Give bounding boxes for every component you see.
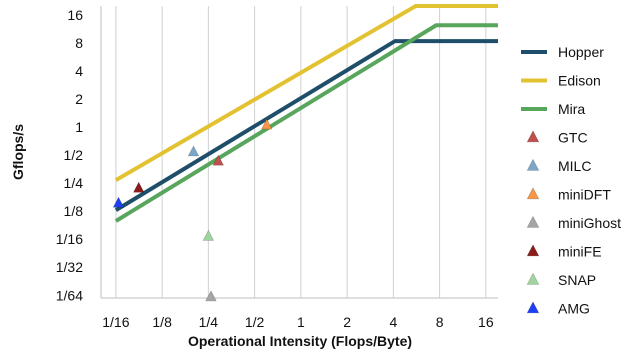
x-tick-labels: 1/16 1/8 1/4 1/2 1 2 4 8 16 <box>102 314 494 330</box>
legend-label-amg: AMG <box>558 301 590 317</box>
x-tick-1: 1 <box>297 314 305 330</box>
x-axis-label: Operational Intensity (Flops/Byte) <box>188 333 412 349</box>
x-tick-1-8: 1/8 <box>152 314 172 330</box>
x-tick-1-4: 1/4 <box>199 314 219 330</box>
y-tick-1-32: 1/32 <box>56 259 83 275</box>
point-milc <box>187 145 200 157</box>
legend-label-mira: Mira <box>558 101 585 117</box>
point-snap <box>202 229 215 241</box>
x-tick-2: 2 <box>343 314 351 330</box>
x-tick-4: 4 <box>389 314 397 330</box>
x-tick-1-16: 1/16 <box>102 314 129 330</box>
y-tick-1-64: 1/64 <box>56 287 83 303</box>
legend-marker-minife <box>526 244 540 257</box>
point-gtc <box>212 154 224 166</box>
legend-marker-minighost <box>526 215 540 228</box>
legend-marker-milc <box>526 158 540 171</box>
series-line-mira <box>114 23 498 223</box>
legend-marker-minidft <box>526 187 540 200</box>
y-tick-1-4: 1/4 <box>64 175 84 191</box>
legend-marker-gtc <box>526 130 540 143</box>
legend-marker-amg <box>526 301 540 314</box>
y-tick-1-16: 1/16 <box>56 231 83 247</box>
y-tick-8: 8 <box>75 35 83 51</box>
legend-label-minighost: miniGhost <box>558 215 621 231</box>
y-tick-4: 4 <box>75 63 83 79</box>
y-tick-labels: 1/64 1/32 1/16 1/8 1/4 1/2 1 2 4 8 16 <box>56 7 83 303</box>
point-minidft <box>261 118 273 130</box>
grid-lines <box>115 6 487 298</box>
legend-label-minidft: miniDFT <box>558 187 611 203</box>
roofline-series <box>114 4 498 223</box>
series-line-edison <box>114 4 498 182</box>
legend: Hopper Edison Mira GTC MILC miniDFT miniGhost m… <box>521 44 621 317</box>
point-minighost <box>205 290 217 302</box>
y-axis-label: Gflops/s <box>10 124 26 180</box>
legend-label-gtc: GTC <box>558 130 588 146</box>
legend-label-snap: SNAP <box>558 272 596 288</box>
point-minife <box>133 181 145 193</box>
legend-label-edison: Edison <box>558 73 601 89</box>
legend-label-milc: MILC <box>558 158 591 174</box>
legend-marker-snap <box>526 272 540 285</box>
x-tick-8: 8 <box>436 314 444 330</box>
x-tick-1-2: 1/2 <box>245 314 265 330</box>
x-tick-16: 16 <box>478 314 494 330</box>
legend-label-hopper: Hopper <box>558 44 604 60</box>
y-tick-1-8: 1/8 <box>64 203 84 219</box>
y-tick-1: 1 <box>75 119 83 135</box>
y-tick-1-2: 1/2 <box>64 147 84 163</box>
legend-label-minife: miniFE <box>558 244 602 260</box>
series-line-hopper <box>114 39 498 212</box>
y-tick-2: 2 <box>75 91 83 107</box>
point-amg <box>112 196 125 208</box>
y-tick-16: 16 <box>67 7 83 23</box>
application-points <box>112 118 273 302</box>
